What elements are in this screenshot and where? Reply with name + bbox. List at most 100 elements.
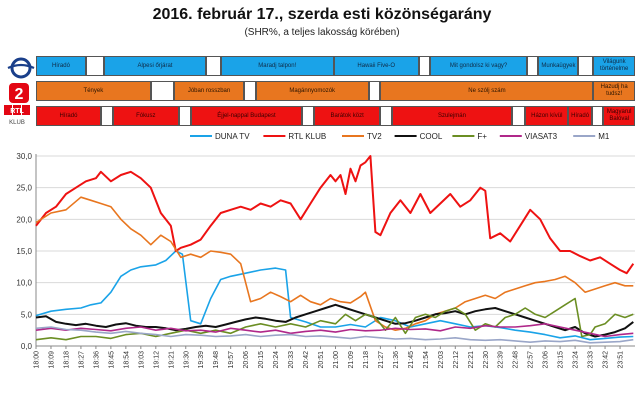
program-block-tv2 [368,81,381,101]
x-tick-label: 21:18 [363,351,370,369]
legend-label: VIASAT3 [525,132,558,141]
program-block-rtl [591,106,604,126]
legend-label: F+ [477,132,487,141]
tv2-logo-icon: 2 [9,83,29,103]
x-tick-label: 20:15 [258,351,265,369]
y-tick-label: 0,0 [21,342,33,351]
x-tick-label: 19:57 [228,351,235,369]
program-block-duna: Híradó [36,56,86,76]
x-tick-label: 21:36 [393,351,400,369]
program-block-duna [578,56,594,76]
duna-logo-icon [7,57,35,79]
x-tick-label: 18:00 [34,351,41,369]
chart-subtitle: (SHR%, a teljes lakosság körében) [244,27,400,38]
y-tick-label: 30,0 [16,152,32,161]
program-block-rtl: Házon kívül [525,106,569,126]
program-block-tv2: Magánnyomozók [255,81,369,101]
rtl-klub-logo-icon: RTL KLUB [4,105,30,126]
x-tick-label: 21:54 [423,351,430,369]
x-tick-label: 22:12 [453,351,460,369]
program-block-rtl [100,106,113,126]
x-tick-label: 19:39 [198,351,205,369]
x-tick-label: 23:33 [588,351,595,369]
series-line-duna-tv [35,250,634,341]
program-block-duna: Hawaii Five-O [333,56,419,76]
x-tick-label: 18:18 [63,351,70,369]
program-block-rtl [179,106,191,126]
svg-text:KLUB: KLUB [9,120,25,126]
program-block-duna [526,56,539,76]
chart-title: 2016. február 17., szerda esti közönséga… [152,6,492,23]
x-tick-label: 22:21 [468,351,475,369]
program-block-rtl: Barátok közt [313,106,381,126]
legend-label: M1 [598,132,610,141]
x-tick-label: 18:27 [78,351,85,369]
x-tick-label: 19:03 [138,351,145,369]
program-block-rtl: Fókusz [112,106,180,126]
x-tick-label: 20:42 [303,351,310,369]
x-tick-label: 21:45 [408,351,415,369]
program-block-tv2: Jóban rosszban [174,81,244,101]
x-tick-label: 18:54 [123,351,130,369]
svg-text:2: 2 [15,86,24,103]
x-tick-label: 20:51 [318,351,325,369]
program-block-rtl: Híradó [36,106,101,126]
program-block-tv2: Hazudj ha tudsz! [593,81,635,101]
y-tick-label: 25,0 [16,184,32,193]
program-block-tv2: Tények [36,81,151,101]
x-tick-label: 23:51 [618,351,625,369]
x-tick-label: 19:12 [153,351,160,369]
program-block-duna [85,56,105,76]
program-block-rtl [302,106,314,126]
series-line-m1 [35,326,634,344]
x-tick-label: 20:33 [288,351,295,369]
program-block-rtl [380,106,393,126]
program-block-duna: Világunk történelme [593,56,635,76]
x-tick-label: 21:00 [333,351,340,369]
series-line-tv2 [35,196,634,331]
x-tick-label: 20:24 [273,351,280,369]
legend-label: RTL KLUB [288,132,326,141]
program-block-rtl: Híradó [568,106,592,126]
program-block-rtl: Szulejmán [392,106,512,126]
x-tick-label: 22:57 [528,351,535,369]
x-tick-label: 19:30 [183,351,190,369]
x-tick-label: 21:09 [348,351,355,369]
y-tick-label: 10,0 [16,279,32,288]
series-line-viasat3 [35,323,634,338]
svg-text:RTL: RTL [10,108,24,115]
program-block-duna: Munkaügyek [538,56,579,76]
program-block-tv2: Ne szólj szám [380,81,594,101]
y-tick-label: 5,0 [21,310,33,319]
x-tick-label: 21:27 [378,351,385,369]
y-tick-label: 20,0 [16,215,32,224]
series-line-rtl-klub [35,155,635,275]
legend-label: TV2 [367,132,382,141]
series-line-cool [35,303,634,338]
x-tick-label: 22:03 [438,351,445,369]
program-block-duna: Maradj talpon! [220,56,334,76]
x-tick-label: 23:15 [558,351,565,369]
x-tick-label: 22:48 [513,351,520,369]
x-tick-label: 20:06 [243,351,250,369]
x-tick-label: 18:45 [108,351,115,369]
x-tick-label: 23:06 [543,351,550,369]
x-tick-label: 23:24 [573,351,580,369]
x-tick-label: 18:36 [93,351,100,369]
legend-label: COOL [420,132,443,141]
program-block-rtl: Éjjel-nappal Budapest [190,106,303,126]
x-tick-label: 23:42 [603,351,610,369]
program-block-tv2 [243,81,256,101]
x-tick-label: 19:48 [213,351,220,369]
program-block-rtl: Magyarul Balóval [603,106,635,126]
legend-label: DUNA TV [215,132,250,141]
x-tick-label: 19:21 [168,351,175,369]
x-tick-label: 22:39 [498,351,505,369]
program-block-duna [418,56,431,76]
program-block-duna: Mit gondolsz ki vagy? [430,56,527,76]
program-block-duna: Alpesi őrjárat [104,56,206,76]
program-block-rtl [511,106,526,126]
program-block-tv2 [150,81,175,101]
x-tick-label: 22:30 [483,351,490,369]
